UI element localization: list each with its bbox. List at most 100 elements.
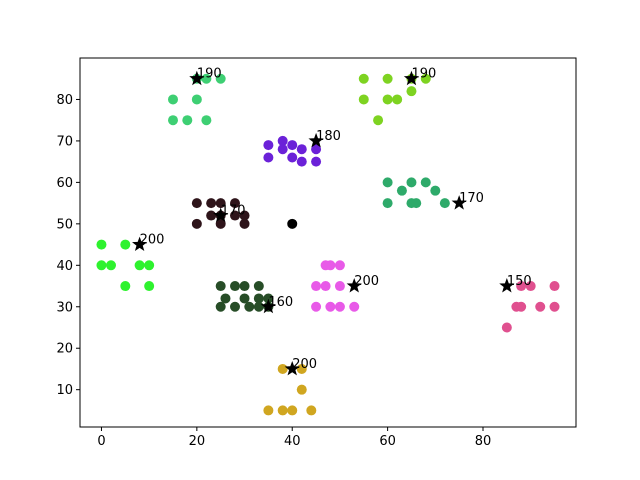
- data-point: [382, 177, 393, 188]
- data-point: [549, 281, 560, 292]
- points-layer: [96, 73, 560, 416]
- cluster-label: 160: [268, 295, 293, 310]
- data-point: [296, 363, 307, 374]
- data-point: [201, 73, 212, 84]
- data-point: [311, 281, 322, 292]
- data-point: [525, 281, 536, 292]
- y-tick-label: 10: [56, 383, 73, 398]
- y-tick-label: 40: [56, 259, 73, 274]
- cluster-center-star: [284, 360, 300, 376]
- data-point: [239, 281, 250, 292]
- data-point: [311, 156, 322, 167]
- data-point: [311, 301, 322, 312]
- data-point: [168, 115, 178, 126]
- data-point: [296, 144, 307, 155]
- data-point: [191, 94, 202, 105]
- cluster-label: 150: [507, 274, 532, 289]
- data-point: [311, 144, 322, 155]
- data-point: [230, 301, 240, 312]
- data-point: [277, 144, 288, 155]
- data-point: [287, 152, 298, 163]
- cluster-label: 200: [140, 233, 165, 248]
- data-point: [382, 94, 393, 105]
- data-point: [358, 94, 369, 105]
- data-point: [373, 115, 384, 126]
- data-point: [134, 260, 145, 271]
- x-tick-label: 60: [379, 434, 396, 449]
- data-point: [349, 301, 360, 312]
- data-point: [144, 281, 155, 292]
- data-point: [296, 384, 307, 395]
- cluster-center-star: [189, 70, 205, 86]
- cluster-center-star: [403, 70, 420, 86]
- data-point: [334, 281, 345, 292]
- data-point: [215, 73, 226, 84]
- data-point: [230, 198, 240, 209]
- data-point: [253, 301, 264, 312]
- y-tick-label: 50: [56, 217, 73, 232]
- cluster-label: 170: [221, 204, 246, 219]
- data-point: [220, 293, 231, 304]
- data-point: [296, 156, 307, 167]
- data-point: [191, 198, 202, 209]
- axes-layer: 0 20 40 60 80 10 20 30 40 50 60 70 80: [56, 93, 491, 449]
- data-point: [325, 301, 336, 312]
- data-point: [439, 198, 450, 209]
- data-point: [263, 140, 274, 151]
- y-tick-label: 80: [56, 93, 73, 108]
- data-point: [206, 210, 217, 221]
- data-point: [320, 281, 331, 292]
- y-tick-label: 60: [56, 176, 73, 191]
- data-point: [244, 301, 255, 312]
- data-point: [96, 239, 107, 250]
- cluster-label: 200: [292, 357, 317, 372]
- data-point: [392, 94, 403, 105]
- data-point: [277, 405, 288, 416]
- data-point: [430, 185, 441, 196]
- data-point: [239, 293, 250, 304]
- x-tick-label: 40: [284, 434, 301, 449]
- y-tick-label: 20: [56, 342, 73, 357]
- data-point: [120, 281, 131, 292]
- data-point: [144, 260, 155, 271]
- data-point: [239, 210, 250, 221]
- cluster-label: 190: [411, 67, 436, 82]
- data-point: [420, 73, 431, 84]
- cluster-label: 200: [354, 274, 379, 289]
- data-point: [215, 301, 226, 312]
- data-point: [287, 218, 298, 229]
- data-point: [215, 281, 226, 292]
- data-point: [306, 405, 317, 416]
- y-tick-label: 70: [56, 134, 73, 149]
- data-point: [277, 363, 288, 374]
- data-point: [334, 301, 345, 312]
- data-point: [358, 73, 369, 84]
- x-tick-label: 0: [97, 434, 105, 449]
- data-point: [516, 301, 527, 312]
- data-point: [396, 185, 407, 196]
- data-point: [230, 210, 240, 221]
- data-point: [277, 135, 288, 146]
- cluster-center-star: [451, 195, 467, 210]
- data-point: [120, 239, 131, 250]
- cluster-label: 170: [459, 191, 484, 206]
- y-tick-label: 30: [56, 300, 73, 315]
- data-point: [420, 177, 431, 188]
- data-point: [182, 115, 193, 126]
- data-point: [263, 405, 274, 416]
- data-point: [382, 73, 393, 84]
- x-tick-label: 20: [189, 434, 206, 449]
- cluster-center-star: [260, 298, 276, 314]
- data-point: [201, 115, 212, 126]
- cluster-center-star: [346, 278, 362, 293]
- data-point: [382, 198, 393, 209]
- data-point: [191, 218, 202, 229]
- cluster-center-star: [132, 236, 148, 252]
- data-point: [253, 281, 264, 292]
- data-point: [215, 198, 226, 209]
- data-point: [287, 405, 298, 416]
- data-point: [549, 301, 560, 312]
- data-point: [325, 260, 336, 271]
- data-point: [411, 198, 422, 209]
